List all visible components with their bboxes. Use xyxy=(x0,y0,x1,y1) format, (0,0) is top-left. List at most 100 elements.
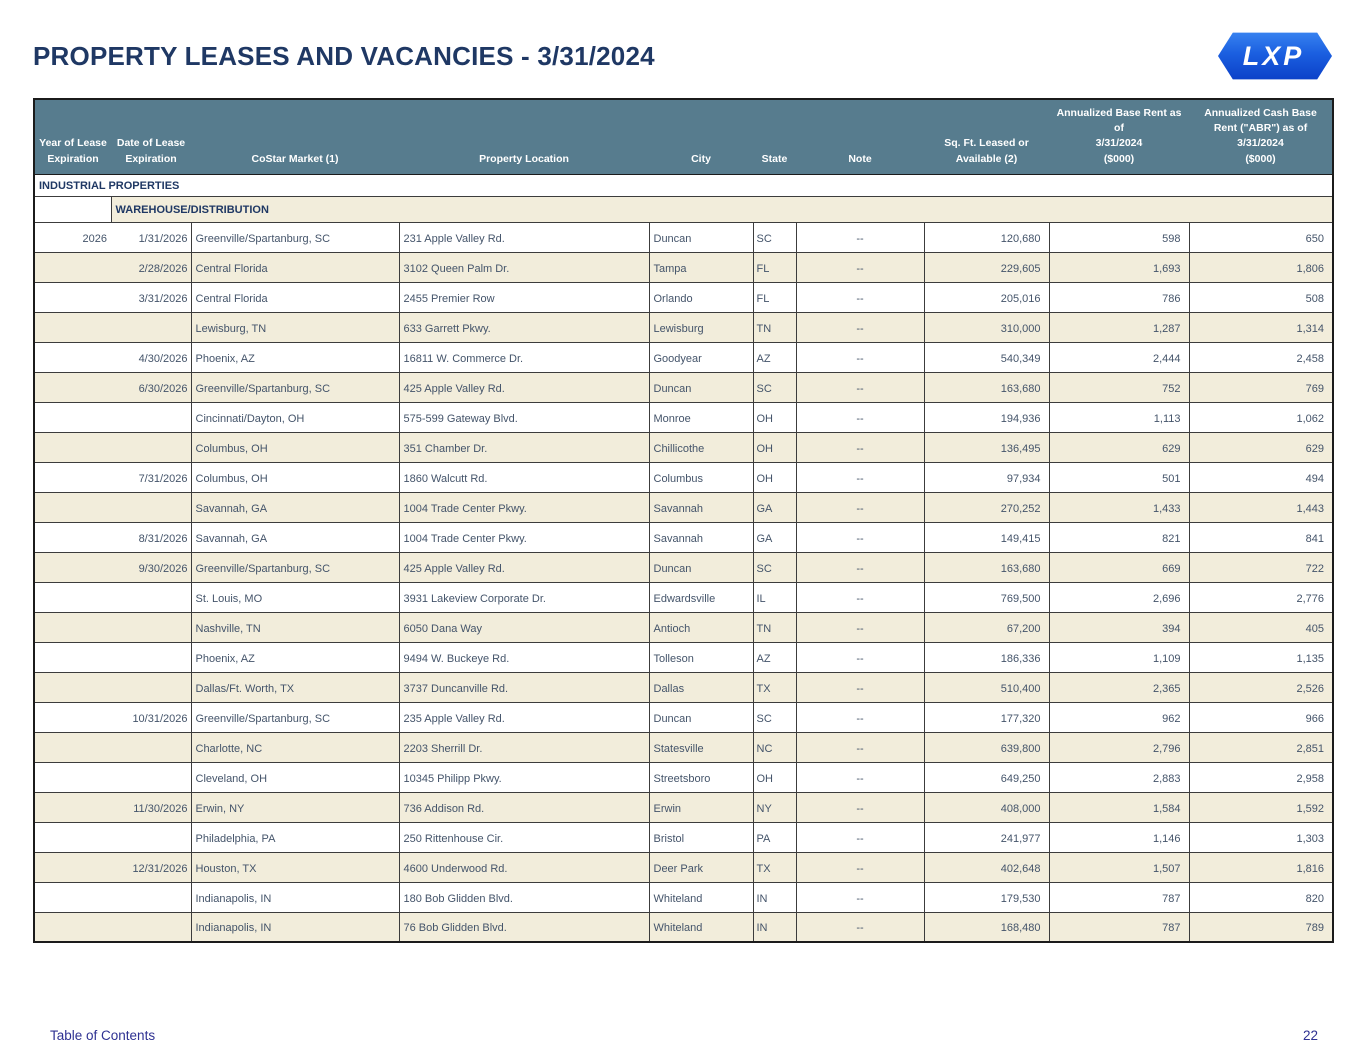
market-cell: Greenville/Spartanburg, SC xyxy=(190,221,399,253)
date-cell xyxy=(111,911,191,943)
table-of-contents-link[interactable]: Table of Contents xyxy=(50,1028,156,1043)
sqft-cell: 408,000 xyxy=(923,791,1049,823)
year-cell: 2026 xyxy=(34,221,111,253)
market-cell: Cleveland, OH xyxy=(190,761,399,793)
subsection-blank-cell xyxy=(34,195,111,223)
state-cell: GA xyxy=(752,491,796,523)
table-row: St. Louis, MO 3931 Lakeview Corporate Dr… xyxy=(34,581,1333,613)
market-cell: Columbus, OH xyxy=(190,431,399,463)
abr-cell: 501 xyxy=(1048,461,1189,493)
sqft-cell: 639,800 xyxy=(923,731,1049,763)
city-cell: Duncan xyxy=(648,701,753,733)
location-cell: 425 Apple Valley Rd. xyxy=(398,371,649,403)
date-cell: 9/30/2026 xyxy=(111,551,191,583)
city-cell: Whiteland xyxy=(648,911,753,943)
state-cell: AZ xyxy=(752,341,796,373)
page-number: 22 xyxy=(1302,1028,1318,1043)
cash-abr-cell: 508 xyxy=(1188,281,1333,313)
year-cell xyxy=(34,551,111,583)
abr-cell: 786 xyxy=(1048,281,1189,313)
cash-abr-cell: 1,314 xyxy=(1188,311,1333,343)
note-cell: -- xyxy=(795,401,924,433)
location-cell: 180 Bob Glidden Blvd. xyxy=(398,881,649,913)
sqft-cell: 205,016 xyxy=(923,281,1049,313)
cash-abr-cell: 1,443 xyxy=(1188,491,1333,523)
city-cell: Antioch xyxy=(648,611,753,643)
date-cell: 10/31/2026 xyxy=(111,701,191,733)
col-header-year-expiration: Year of Lease Expiration xyxy=(34,99,111,175)
city-cell: Lewisburg xyxy=(648,311,753,343)
abr-cell: 1,113 xyxy=(1048,401,1189,433)
note-cell: -- xyxy=(795,551,924,583)
sqft-cell: 120,680 xyxy=(923,221,1049,253)
year-cell xyxy=(34,911,111,943)
note-cell: -- xyxy=(795,341,924,373)
market-cell: Erwin, NY xyxy=(190,791,399,823)
cash-abr-cell: 722 xyxy=(1188,551,1333,583)
table-row: 12/31/2026 Houston, TX 4600 Underwood Rd… xyxy=(34,851,1333,883)
state-cell: FL xyxy=(752,281,796,313)
sqft-cell: 769,500 xyxy=(923,581,1049,613)
city-cell: Bristol xyxy=(648,821,753,853)
market-cell: Savannah, GA xyxy=(190,521,399,553)
state-cell: OH xyxy=(752,431,796,463)
city-cell: Whiteland xyxy=(648,881,753,913)
market-cell: Greenville/Spartanburg, SC xyxy=(190,371,399,403)
note-cell: -- xyxy=(795,251,924,283)
location-cell: 4600 Underwood Rd. xyxy=(398,851,649,883)
abr-cell: 787 xyxy=(1048,911,1189,943)
state-cell: IN xyxy=(752,881,796,913)
col-header-date-expiration: Date of Lease Expiration xyxy=(111,99,191,175)
market-cell: Central Florida xyxy=(190,281,399,313)
note-cell: -- xyxy=(795,731,924,763)
abr-cell: 2,696 xyxy=(1048,581,1189,613)
state-cell: FL xyxy=(752,251,796,283)
date-cell: 7/31/2026 xyxy=(111,461,191,493)
lxp-logo-icon: LXP xyxy=(1218,32,1332,80)
col-header-costar-market: CoStar Market (1) xyxy=(191,99,399,175)
note-cell: -- xyxy=(795,491,924,523)
table-row: 2/28/2026 Central Florida 3102 Queen Pal… xyxy=(34,251,1333,283)
year-cell xyxy=(34,821,111,853)
table-row: Philadelphia, PA 250 Rittenhouse Cir. Br… xyxy=(34,821,1333,853)
sqft-cell: 186,336 xyxy=(923,641,1049,673)
note-cell: -- xyxy=(795,221,924,253)
market-cell: Greenville/Spartanburg, SC xyxy=(190,551,399,583)
col-header-note: Note xyxy=(796,99,924,175)
cash-abr-cell: 1,062 xyxy=(1188,401,1333,433)
date-cell: 6/30/2026 xyxy=(111,371,191,403)
col-header-annualized-base-rent: Annualized Base Rent as of 3/31/2024 ($0… xyxy=(1049,99,1189,175)
location-cell: 1860 Walcutt Rd. xyxy=(398,461,649,493)
col-header-state: State xyxy=(753,99,796,175)
table-row: 8/31/2026 Savannah, GA 1004 Trade Center… xyxy=(34,521,1333,553)
city-cell: Erwin xyxy=(648,791,753,823)
date-cell xyxy=(111,641,191,673)
section-row-industrial-properties: INDUSTRIAL PROPERTIES xyxy=(34,173,1333,197)
location-cell: 6050 Dana Way xyxy=(398,611,649,643)
abr-cell: 787 xyxy=(1048,881,1189,913)
location-cell: 736 Addison Rd. xyxy=(398,791,649,823)
city-cell: Goodyear xyxy=(648,341,753,373)
location-cell: 16811 W. Commerce Dr. xyxy=(398,341,649,373)
state-cell: SC xyxy=(752,371,796,403)
sqft-cell: 149,415 xyxy=(923,521,1049,553)
city-cell: Streetsboro xyxy=(648,761,753,793)
abr-cell: 2,883 xyxy=(1048,761,1189,793)
market-cell: Phoenix, AZ xyxy=(190,641,399,673)
sqft-cell: 179,530 xyxy=(923,881,1049,913)
table-row: 3/31/2026 Central Florida 2455 Premier R… xyxy=(34,281,1333,313)
table-row: Dallas/Ft. Worth, TX 3737 Duncanville Rd… xyxy=(34,671,1333,703)
table-row: 10/31/2026 Greenville/Spartanburg, SC 23… xyxy=(34,701,1333,733)
year-cell xyxy=(34,731,111,763)
location-cell: 1004 Trade Center Pkwy. xyxy=(398,491,649,523)
state-cell: NY xyxy=(752,791,796,823)
year-cell xyxy=(34,251,111,283)
city-cell: Duncan xyxy=(648,551,753,583)
market-cell: Indianapolis, IN xyxy=(190,911,399,943)
sqft-cell: 194,936 xyxy=(923,401,1049,433)
table-row: Phoenix, AZ 9494 W. Buckeye Rd. Tolleson… xyxy=(34,641,1333,673)
table-row: Indianapolis, IN 76 Bob Glidden Blvd. Wh… xyxy=(34,911,1333,943)
location-cell: 9494 W. Buckeye Rd. xyxy=(398,641,649,673)
note-cell: -- xyxy=(795,671,924,703)
city-cell: Savannah xyxy=(648,521,753,553)
